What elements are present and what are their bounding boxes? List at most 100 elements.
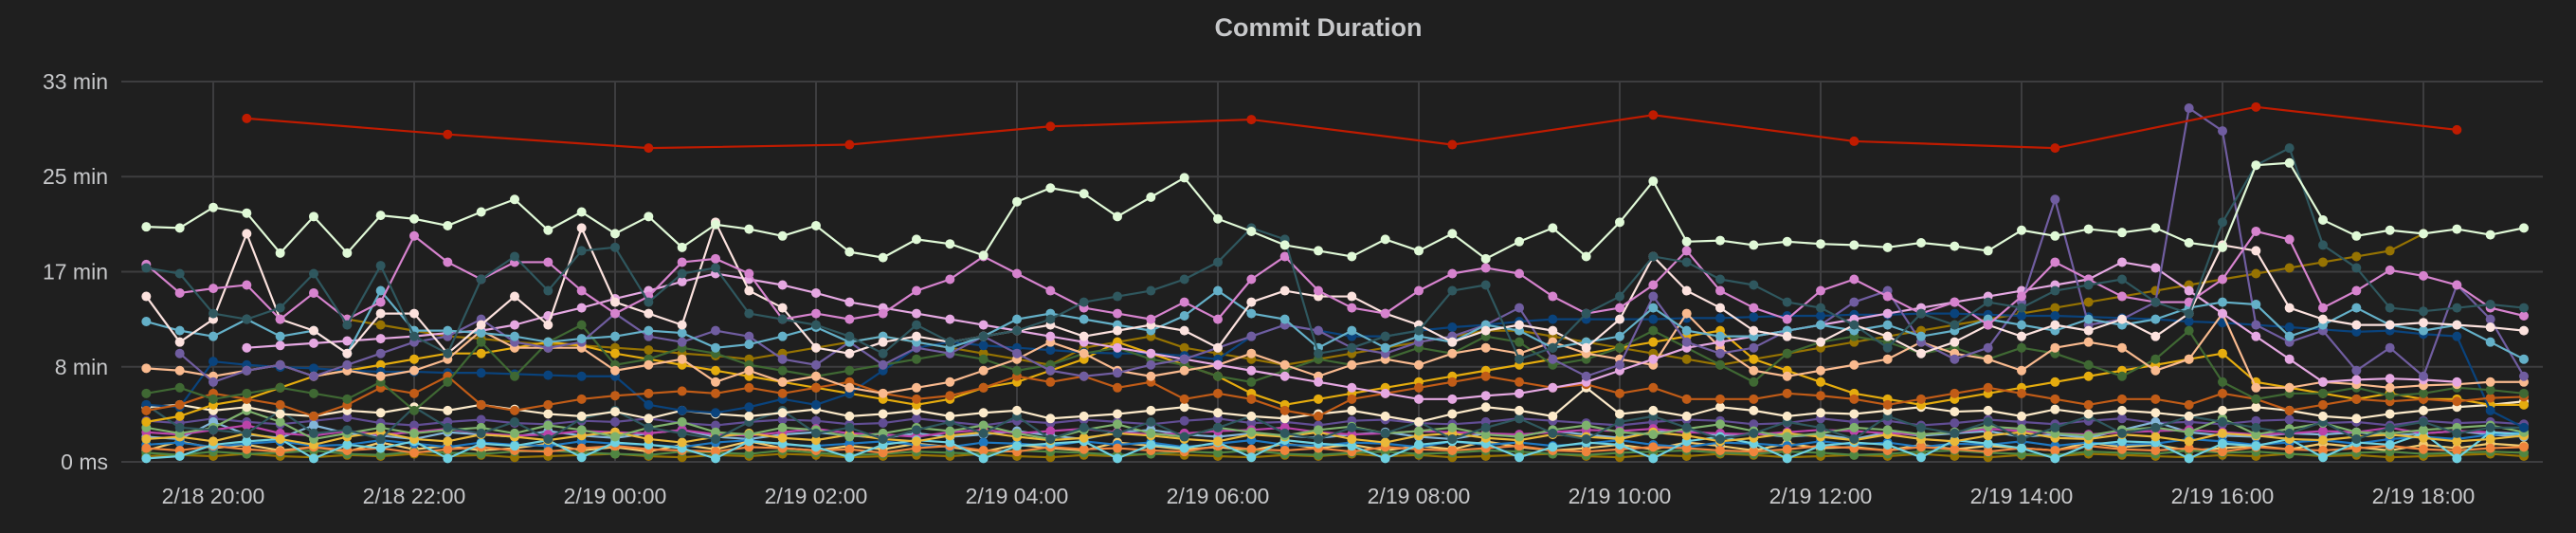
data-point [677, 328, 687, 339]
data-point [1246, 411, 1257, 421]
data-point [543, 399, 553, 410]
data-point [1581, 447, 1591, 457]
data-point [644, 414, 654, 424]
data-point [610, 449, 620, 459]
panel-title[interactable]: Commit Duration [1214, 13, 1423, 42]
data-point [1849, 136, 1859, 146]
data-point [711, 219, 720, 230]
data-point [2351, 303, 2362, 313]
data-point [1447, 322, 1458, 333]
data-point [1314, 285, 1323, 296]
data-point [275, 433, 285, 444]
data-point [2251, 422, 2261, 432]
data-point [309, 388, 318, 398]
series [141, 382, 2529, 427]
data-point [945, 426, 955, 436]
data-point [2284, 428, 2295, 438]
data-point [1045, 377, 1056, 387]
data-point [2251, 394, 2261, 404]
data-point [811, 308, 821, 319]
data-point [141, 405, 152, 415]
data-point [2519, 442, 2529, 452]
data-point [141, 363, 152, 374]
data-point [677, 276, 687, 286]
data-point [1615, 433, 1624, 444]
data-point [2184, 399, 2194, 410]
data-point [1615, 359, 1624, 370]
data-point [576, 371, 587, 381]
data-point [2017, 311, 2026, 322]
data-point [2184, 317, 2194, 327]
data-point [1581, 308, 1591, 319]
data-point [1480, 391, 1491, 401]
data-point [1749, 394, 1759, 404]
data-point [2218, 447, 2227, 457]
data-point [2351, 285, 2362, 296]
data-point [2017, 424, 2026, 434]
data-point [209, 394, 218, 404]
data-point [174, 411, 185, 421]
data-point [476, 320, 486, 330]
data-point [1246, 308, 1257, 319]
data-point [1749, 325, 1759, 336]
data-point [342, 348, 353, 358]
data-point [242, 113, 252, 123]
data-point [1749, 312, 1759, 322]
data-point [2050, 404, 2060, 414]
data-point [878, 388, 888, 398]
data-point [2184, 354, 2194, 364]
data-point [1012, 196, 1022, 207]
data-point [2150, 354, 2161, 364]
data-point [2318, 214, 2328, 225]
data-point [1146, 371, 1156, 381]
data-point [1715, 402, 1725, 413]
data-point [777, 331, 788, 341]
data-point [711, 447, 720, 457]
data-point [1548, 382, 1558, 393]
data-point [677, 428, 687, 438]
series-line [146, 147, 2525, 360]
data-point [2150, 394, 2161, 404]
data-point [409, 405, 419, 415]
series-line [145, 403, 2524, 441]
series-line [146, 431, 2525, 447]
data-point [711, 433, 720, 444]
data-point [1849, 433, 1859, 444]
data-point [644, 422, 654, 432]
data-point [2351, 230, 2362, 241]
data-point [610, 391, 620, 401]
data-point [1012, 314, 1022, 324]
data-point [1079, 331, 1089, 341]
data-point [978, 445, 989, 455]
data-point [1179, 274, 1189, 285]
data-point [209, 331, 218, 341]
data-point [978, 250, 989, 261]
data-point [1749, 405, 1759, 415]
data-point [1279, 359, 1290, 370]
data-point [978, 428, 989, 438]
data-point [2519, 371, 2529, 381]
data-point [1849, 422, 1859, 432]
data-point [1950, 407, 1960, 417]
data-point [1849, 359, 1859, 370]
data-point [1983, 354, 1993, 364]
data-point [711, 377, 720, 387]
data-point [242, 342, 252, 353]
data-point [476, 348, 486, 358]
data-point [2083, 371, 2094, 381]
series-line [246, 105, 2458, 150]
data-point [1079, 348, 1089, 358]
data-point [1983, 447, 1993, 457]
data-point [1113, 419, 1122, 430]
data-point [2318, 445, 2328, 455]
data-point [1480, 280, 1491, 290]
data-point [1849, 450, 1859, 460]
data-point [1782, 314, 1792, 324]
data-point [174, 450, 185, 461]
data-point [1849, 320, 1859, 330]
data-point [1380, 331, 1390, 341]
series-line [146, 161, 2525, 260]
data-point [878, 418, 888, 429]
data-point [1146, 428, 1156, 438]
data-point [2251, 320, 2261, 330]
